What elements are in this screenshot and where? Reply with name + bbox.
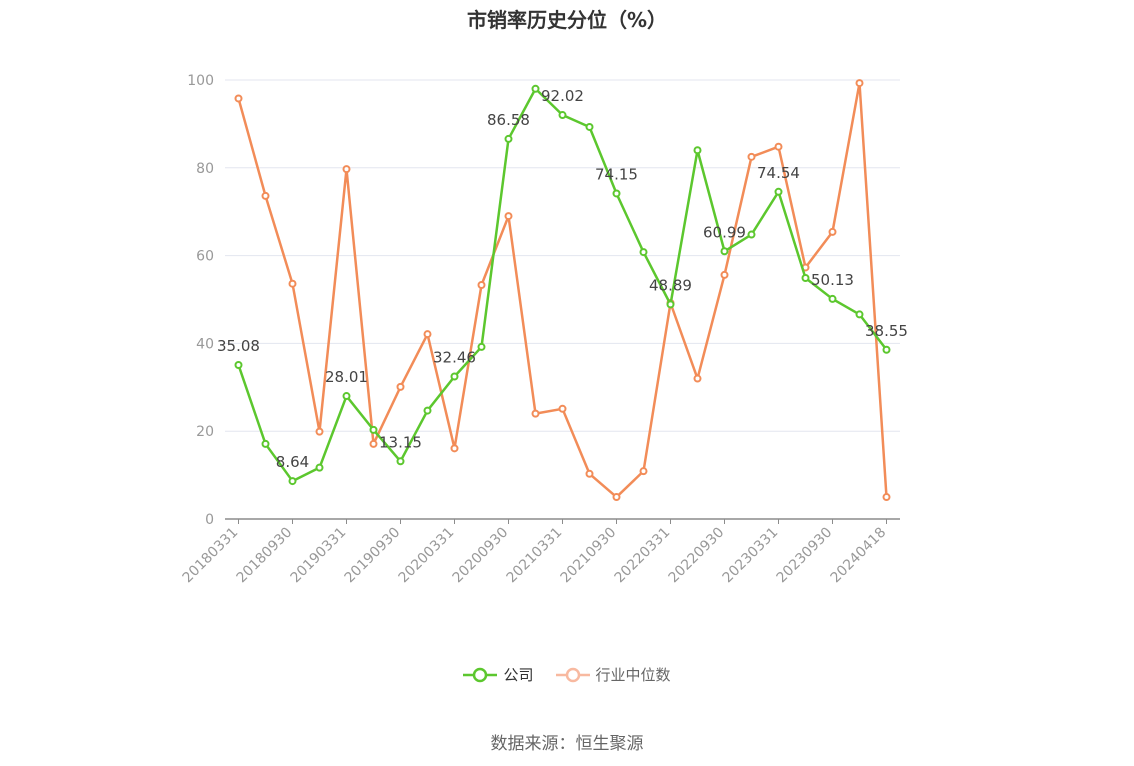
legend-company-label: 公司	[503, 666, 534, 684]
data-point-industry[interactable]	[450, 444, 459, 453]
data-label: 48.89	[649, 276, 692, 294]
x-tick-label: 20200930	[450, 525, 512, 587]
data-point-company[interactable]	[396, 457, 405, 466]
data-point-company[interactable]	[477, 342, 486, 351]
data-point-company[interactable]	[747, 230, 756, 239]
data-point-industry[interactable]	[504, 212, 513, 221]
data-point-company[interactable]	[504, 134, 513, 143]
data-label: 28.01	[325, 368, 368, 386]
series-line-industry	[237, 81, 888, 499]
data-point-industry[interactable]	[261, 191, 270, 200]
data-point-company[interactable]	[558, 111, 567, 120]
data-label: 8.64	[276, 453, 309, 471]
data-point-company[interactable]	[774, 187, 783, 196]
series-layer	[234, 79, 891, 502]
data-label-layer: 35.08 8.64 28.01 13.15 32.46 86.58 92.02 74.15 4…	[217, 87, 908, 471]
data-point-company[interactable]	[801, 273, 810, 282]
data-point-industry[interactable]	[639, 467, 648, 476]
data-label: 38.55	[865, 322, 908, 340]
legend-industry-label: 行业中位数	[595, 666, 671, 684]
data-point-company[interactable]	[585, 122, 594, 131]
data-point-company[interactable]	[639, 248, 648, 257]
legend-company-icon	[463, 667, 498, 682]
data-point-company[interactable]	[261, 439, 270, 448]
axis-layer: 0 20 40 60 80 100 2018033120180930201903312019…	[180, 73, 900, 586]
data-point-company[interactable]	[342, 392, 351, 401]
data-point-industry[interactable]	[558, 404, 567, 413]
legend-item-company[interactable]: 公司	[463, 664, 534, 685]
data-label: 60.99	[703, 223, 746, 241]
legend: 公司 行业中位数	[0, 664, 1134, 685]
source-note: 数据来源：恒生聚源	[490, 734, 644, 754]
data-point-company[interactable]	[369, 425, 378, 434]
x-tick-label: 20190930	[342, 525, 404, 587]
x-tick-label: 20220331	[612, 525, 674, 587]
data-point-industry[interactable]	[423, 330, 432, 339]
data-point-company[interactable]	[693, 146, 702, 155]
data-point-company[interactable]	[828, 294, 837, 303]
data-point-industry[interactable]	[342, 165, 351, 174]
data-point-company[interactable]	[288, 477, 297, 486]
data-label: 74.54	[757, 164, 800, 182]
data-point-industry[interactable]	[288, 279, 297, 288]
data-point-industry[interactable]	[882, 493, 891, 502]
x-tick-label: 20180930	[234, 525, 296, 587]
data-point-company[interactable]	[855, 310, 864, 319]
data-label: 74.15	[595, 165, 638, 183]
data-point-industry[interactable]	[774, 142, 783, 151]
data-point-company[interactable]	[882, 345, 891, 354]
data-label: 32.46	[433, 349, 476, 367]
legend-industry-icon	[555, 667, 590, 682]
x-tick-label: 20210331	[504, 525, 566, 587]
chart-title: 市销率历史分位（%）	[466, 8, 668, 32]
x-tick-label: 20240418	[828, 525, 890, 587]
data-point-company[interactable]	[531, 84, 540, 93]
data-point-industry[interactable]	[693, 374, 702, 383]
x-tick-label: 20220930	[666, 525, 728, 587]
y-tick-label: 20	[196, 424, 214, 440]
data-label: 86.58	[487, 111, 530, 129]
x-tick-label: 20230331	[720, 525, 782, 587]
data-point-company[interactable]	[234, 360, 243, 369]
data-point-industry[interactable]	[720, 270, 729, 279]
data-point-industry[interactable]	[531, 409, 540, 418]
data-point-company[interactable]	[612, 189, 621, 198]
data-point-company[interactable]	[666, 300, 675, 309]
data-point-industry[interactable]	[396, 382, 405, 391]
y-tick-label: 60	[196, 249, 214, 265]
x-tick-label: 20190331	[288, 525, 350, 587]
x-tick-label: 20210930	[558, 525, 620, 587]
data-label: 50.13	[811, 271, 854, 289]
data-point-industry[interactable]	[855, 79, 864, 88]
data-point-industry[interactable]	[828, 227, 837, 236]
y-tick-label: 0	[205, 512, 214, 528]
data-point-company[interactable]	[423, 406, 432, 415]
data-point-industry[interactable]	[477, 281, 486, 290]
data-point-industry[interactable]	[315, 427, 324, 436]
x-tick-label: 20200331	[396, 525, 458, 587]
y-tick-label: 40	[196, 336, 214, 352]
data-label: 35.08	[217, 337, 260, 355]
legend-item-industry[interactable]: 行业中位数	[555, 664, 671, 685]
y-tick-label: 100	[187, 73, 214, 89]
data-point-industry[interactable]	[585, 469, 594, 478]
x-tick-label: 20180331	[180, 525, 242, 587]
y-tick-label: 80	[196, 161, 214, 177]
data-point-industry[interactable]	[234, 94, 243, 103]
data-point-company[interactable]	[315, 463, 324, 472]
data-label: 92.02	[541, 87, 584, 105]
data-point-company[interactable]	[720, 247, 729, 256]
data-point-industry[interactable]	[612, 493, 621, 502]
x-tick-label: 20230930	[774, 525, 836, 587]
data-point-industry[interactable]	[369, 439, 378, 448]
data-label: 13.15	[379, 433, 422, 451]
data-point-company[interactable]	[450, 372, 459, 381]
data-point-industry[interactable]	[747, 152, 756, 161]
